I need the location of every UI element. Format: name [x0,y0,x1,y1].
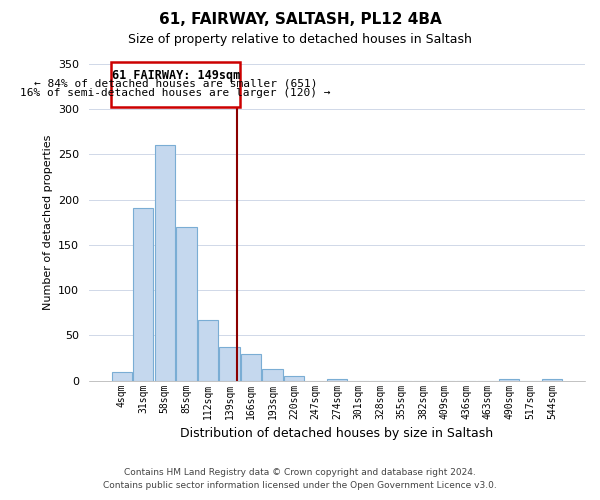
Bar [197,320,218,380]
Text: Size of property relative to detached houses in Saltash: Size of property relative to detached ho… [128,32,472,46]
Bar [327,379,347,380]
Text: 16% of semi-detached houses are larger (120) →: 16% of semi-detached houses are larger (… [20,88,331,99]
Text: ← 84% of detached houses are smaller (651): ← 84% of detached houses are smaller (65… [34,78,317,88]
FancyBboxPatch shape [112,62,240,108]
Bar [155,146,175,380]
Y-axis label: Number of detached properties: Number of detached properties [43,134,53,310]
Bar [542,379,562,380]
Bar [499,379,520,380]
Bar [112,372,132,380]
Bar [241,354,261,380]
Bar [219,347,239,380]
Bar [176,227,197,380]
Text: 61 FAIRWAY: 149sqm: 61 FAIRWAY: 149sqm [112,70,240,82]
Text: Contains HM Land Registry data © Crown copyright and database right 2024.
Contai: Contains HM Land Registry data © Crown c… [103,468,497,490]
X-axis label: Distribution of detached houses by size in Saltash: Distribution of detached houses by size … [181,427,494,440]
Bar [284,376,304,380]
Bar [133,208,154,380]
Text: 61, FAIRWAY, SALTASH, PL12 4BA: 61, FAIRWAY, SALTASH, PL12 4BA [158,12,442,28]
Bar [262,369,283,380]
